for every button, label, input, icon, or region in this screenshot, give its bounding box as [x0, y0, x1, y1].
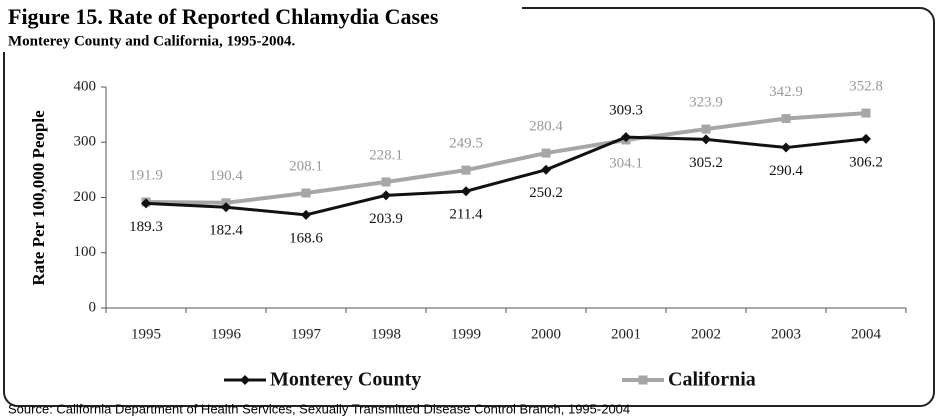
- data-label: 228.1: [369, 147, 403, 163]
- y-tick-label: 100: [74, 244, 97, 260]
- data-label: 342.9: [769, 84, 803, 100]
- data-label: 306.2: [849, 154, 883, 170]
- y-tick-label: 200: [74, 189, 97, 205]
- legend-label: Monterey County: [270, 369, 421, 391]
- x-tick-label: 2004: [851, 326, 882, 342]
- marker: [861, 108, 871, 118]
- legend-label: California: [668, 369, 756, 391]
- data-label: 352.8: [849, 79, 883, 95]
- data-label: 250.2: [529, 185, 563, 201]
- marker: [461, 165, 471, 175]
- series-line: [145, 111, 867, 205]
- x-tick-label: 1998: [371, 326, 401, 342]
- data-label: 190.4: [209, 168, 243, 184]
- marker: [301, 209, 311, 220]
- data-label: 182.4: [209, 223, 243, 239]
- marker: [381, 177, 391, 187]
- x-tick-label: 2001: [611, 326, 641, 342]
- marker: [701, 124, 711, 134]
- marker: [381, 190, 391, 201]
- data-label: 211.4: [449, 207, 483, 223]
- x-tick-label: 2000: [531, 326, 561, 342]
- data-label: 304.1: [609, 155, 643, 171]
- title-backdrop: [2, 2, 522, 52]
- chart-title: Figure 15. Rate of Reported Chlamydia Ca…: [8, 4, 439, 29]
- marker: [861, 133, 871, 144]
- data-label: 290.4: [769, 163, 803, 179]
- y-axis-label: Rate Per 100,000 People: [29, 110, 48, 286]
- chart-subtitle: Monterey County and California, 1995-200…: [8, 33, 295, 49]
- x-tick-label: 1999: [451, 326, 481, 342]
- x-tick-label: 1997: [291, 326, 322, 342]
- series-line: [145, 135, 867, 217]
- marker: [141, 198, 151, 209]
- x-tick-label: 2003: [771, 326, 801, 342]
- source-note: Source: California Department of Health …: [8, 401, 630, 416]
- data-label: 168.6: [289, 230, 323, 246]
- marker: [781, 114, 791, 124]
- x-tick-label: 2002: [691, 326, 721, 342]
- data-label: 203.9: [369, 211, 403, 227]
- legend-marker: [240, 375, 250, 385]
- data-label: 249.5: [449, 136, 483, 152]
- data-label: 309.3: [609, 103, 643, 119]
- data-label: 189.3: [129, 219, 163, 235]
- data-label: 305.2: [689, 155, 723, 171]
- marker: [541, 148, 551, 158]
- legend-marker: [638, 375, 648, 385]
- marker: [221, 202, 231, 213]
- x-tick-label: 1995: [131, 326, 161, 342]
- data-label: 191.9: [129, 167, 163, 183]
- marker: [461, 186, 471, 197]
- y-tick-label: 400: [74, 78, 97, 94]
- y-tick-label: 0: [89, 299, 97, 315]
- marker: [701, 134, 711, 145]
- marker: [301, 188, 311, 198]
- marker: [621, 132, 631, 143]
- data-label: 323.9: [689, 94, 723, 110]
- marker: [541, 164, 551, 175]
- marker: [781, 142, 791, 153]
- x-tick-label: 1996: [211, 326, 242, 342]
- y-tick-label: 300: [74, 134, 97, 150]
- data-label: 280.4: [529, 119, 563, 135]
- data-label: 208.1: [289, 158, 323, 174]
